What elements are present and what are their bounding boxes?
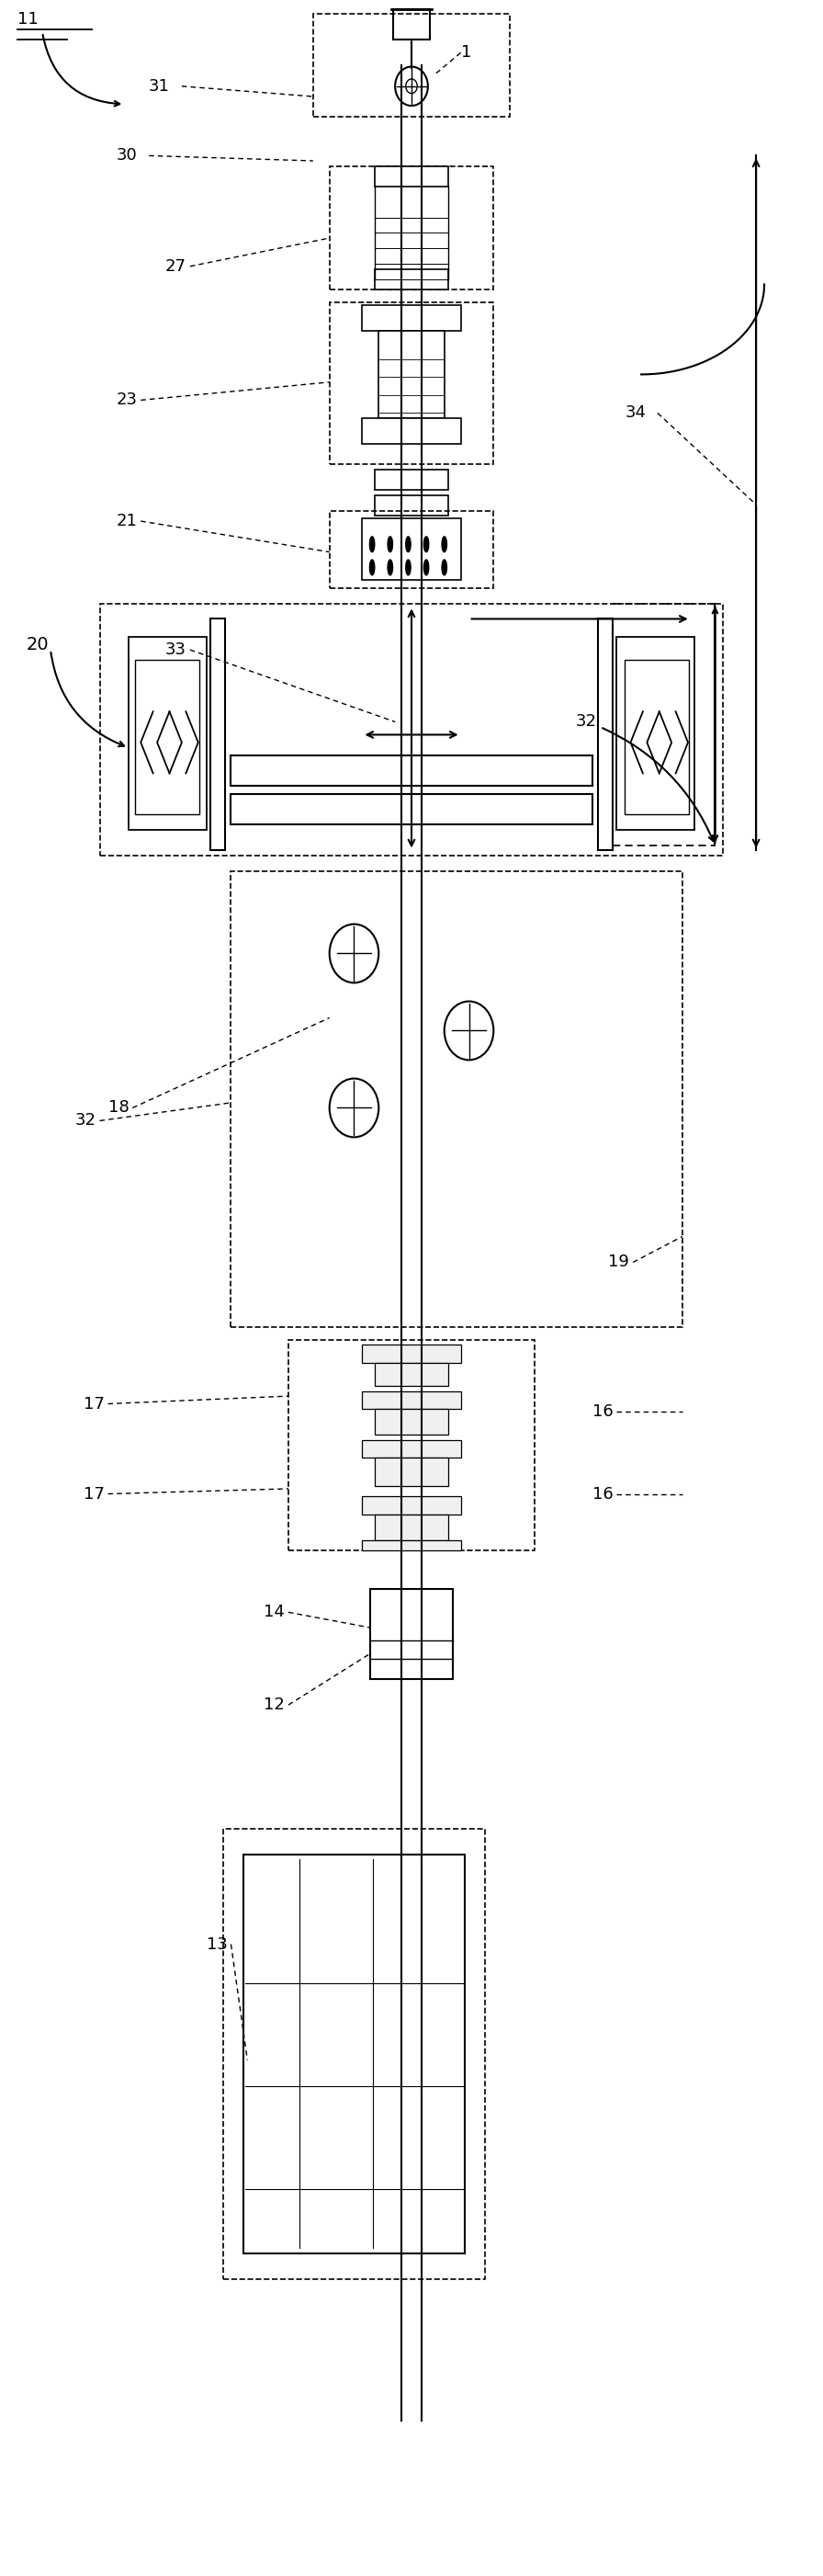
Text: 33: 33 (165, 641, 187, 657)
Bar (616, 636, 695, 829)
Bar (374, 1363, 449, 1386)
Circle shape (424, 536, 429, 551)
Bar (135, 659, 199, 814)
Bar (362, 1391, 461, 1409)
Text: 31: 31 (149, 77, 170, 95)
Bar (223, 1829, 486, 2280)
Text: 1: 1 (461, 44, 472, 62)
Text: 32: 32 (75, 1113, 96, 1128)
Bar (374, 165, 449, 185)
Text: 17: 17 (83, 1486, 105, 1502)
Bar (362, 1440, 461, 1458)
Bar (329, 301, 494, 464)
Bar (362, 417, 461, 443)
Circle shape (442, 536, 447, 551)
Bar (231, 755, 592, 786)
Circle shape (424, 559, 429, 574)
Bar (597, 618, 612, 850)
Circle shape (406, 559, 411, 574)
Bar (313, 13, 510, 116)
Bar (379, 330, 444, 417)
Bar (211, 618, 226, 850)
Bar (393, 8, 430, 39)
Text: 12: 12 (264, 1698, 285, 1713)
Bar (231, 871, 682, 1327)
Bar (370, 1589, 453, 1680)
Text: 34: 34 (625, 404, 646, 422)
Bar (362, 1345, 461, 1363)
Text: 20: 20 (26, 636, 49, 654)
Bar (362, 1540, 461, 1551)
Circle shape (442, 559, 447, 574)
Bar (362, 518, 461, 580)
Text: 16: 16 (592, 1404, 613, 1419)
Bar (374, 495, 449, 515)
Text: 32: 32 (575, 714, 597, 729)
Bar (100, 603, 723, 855)
Bar (329, 165, 494, 289)
Bar (362, 1497, 461, 1515)
Circle shape (370, 536, 374, 551)
Text: 17: 17 (83, 1396, 105, 1412)
Bar (374, 1458, 449, 1486)
Text: 23: 23 (116, 392, 137, 410)
Circle shape (388, 559, 393, 574)
Bar (374, 268, 449, 289)
Bar (128, 636, 207, 829)
Bar (374, 469, 449, 489)
Text: 16: 16 (592, 1486, 613, 1502)
Circle shape (370, 559, 374, 574)
Bar (288, 1340, 535, 1551)
Text: 21: 21 (116, 513, 137, 531)
Bar (231, 793, 592, 824)
Bar (374, 1409, 449, 1435)
Bar (244, 1855, 465, 2254)
Circle shape (406, 536, 411, 551)
Bar (362, 304, 461, 330)
Circle shape (388, 536, 393, 551)
Bar (374, 1515, 449, 1540)
Text: 13: 13 (207, 1937, 227, 1953)
Text: 11: 11 (17, 10, 39, 28)
Text: 18: 18 (108, 1100, 129, 1115)
Text: 30: 30 (116, 147, 137, 165)
Text: 14: 14 (264, 1605, 285, 1620)
Text: 19: 19 (608, 1255, 630, 1270)
Bar (625, 659, 689, 814)
Text: 27: 27 (165, 258, 187, 276)
Bar (329, 510, 494, 587)
